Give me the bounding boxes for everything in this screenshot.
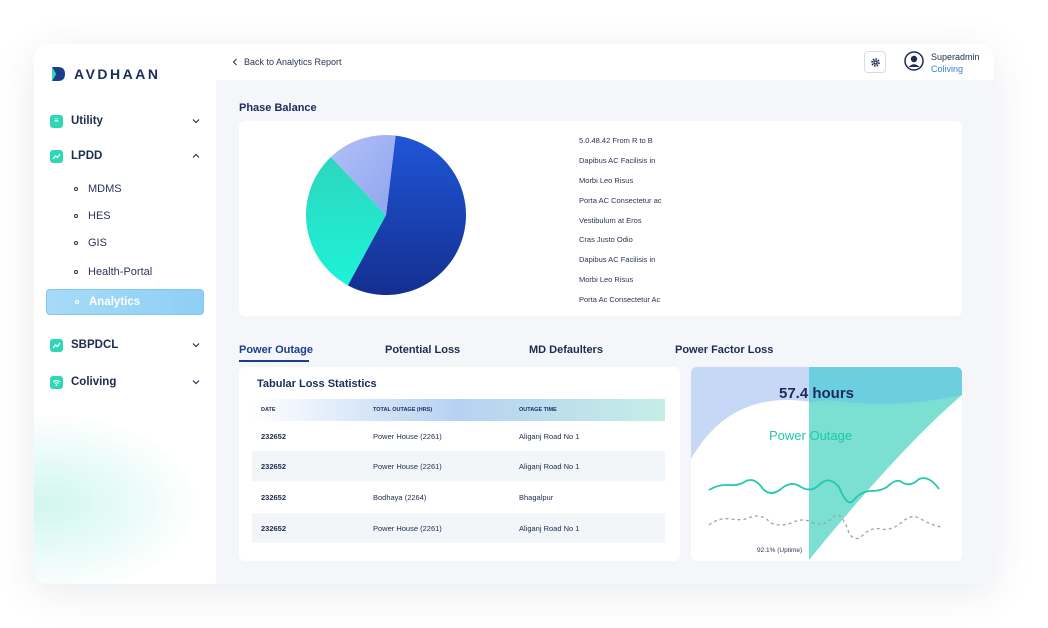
- legend-item: Vestibulum at Eros: [579, 216, 642, 225]
- tab-power-factor-loss[interactable]: Power Factor Loss: [675, 344, 774, 356]
- sidebar-item-label: LPDD: [71, 150, 103, 162]
- phase-balance-title: Phase Balance: [239, 102, 317, 114]
- sidebar-subitem-label: Health-Portal: [88, 266, 153, 278]
- legend-item: Dapibus AC Facilisis in: [579, 156, 656, 165]
- sidebar-item-label: SBPDCL: [71, 339, 119, 351]
- sidebar-item-sbpdcl[interactable]: SBPDCL: [50, 333, 202, 357]
- table-row[interactable]: 232652 Power House (2261) Aliganj Road N…: [252, 421, 665, 451]
- cell-outage-time: Aliganj Road No 1: [519, 431, 580, 441]
- sidebar-glow: [34, 404, 214, 584]
- chevron-down-icon[interactable]: [190, 339, 202, 351]
- cell-outage-time: Bhagalpur: [519, 492, 554, 502]
- sidebar-subitem-health-portal[interactable]: Health-Portal: [74, 266, 152, 278]
- outage-graphic: [691, 367, 962, 560]
- sidebar-subitem-label: Analytics: [89, 296, 141, 308]
- pie-slice-secondary: [306, 156, 386, 286]
- cell-total-outage: Power House (2261): [373, 461, 442, 471]
- sidebar-subitem-label: MDMS: [88, 183, 122, 195]
- back-link[interactable]: Back to Analytics Report: [232, 57, 342, 67]
- legend-item: Cras Justo Odio: [579, 235, 633, 244]
- table-row[interactable]: 232652 Power House (2261) Aliganj Road N…: [252, 451, 665, 481]
- sidebar-item-lpdd[interactable]: LPDD: [50, 144, 202, 168]
- brand-logo[interactable]: AVDHAAN: [50, 66, 160, 82]
- gear-icon: [870, 57, 880, 67]
- cell-outage-time: Aliganj Road No 1: [519, 461, 580, 471]
- cell-date: 232652: [261, 431, 287, 441]
- legend-item: Porta AC Consectetur ac: [579, 196, 662, 205]
- sidebar-subitem-label: GIS: [88, 237, 107, 249]
- pie-slice-major: [347, 135, 466, 295]
- cell-total-outage: Power House (2261): [373, 431, 442, 441]
- sidebar-item-coliving[interactable]: Coliving: [50, 370, 202, 394]
- legend-item: Porta Ac Consectetur Ac: [579, 295, 661, 304]
- sidebar-item-label: Utility: [71, 115, 103, 127]
- tab-active-indicator: [239, 360, 309, 362]
- settings-button[interactable]: [864, 51, 886, 73]
- chevron-down-icon[interactable]: [190, 115, 202, 127]
- legend-item: Dapibus AC Facilisis in: [579, 255, 656, 264]
- sidebar: AVDHAAN ≡ Utility LPDD MDMS HES GIS: [34, 44, 216, 584]
- phase-balance-card: 5.0.48.42 From R to B Dapibus AC Facilisi…: [239, 121, 962, 316]
- outage-baseline-line: [708, 514, 942, 540]
- back-link-label: Back to Analytics Report: [244, 57, 342, 67]
- outage-teal-wave: [809, 367, 962, 560]
- outage-trend-line: [708, 477, 940, 504]
- legend-item: 5.0.48.42 From R to B: [579, 136, 653, 145]
- bullet-icon: [74, 241, 78, 245]
- user-role: Coliving: [931, 64, 964, 74]
- sidebar-subitem-label: HES: [88, 210, 111, 222]
- chart-line-icon: [50, 149, 63, 163]
- table-header: DATE TOTAL OUTAGE (HRS) OUTAGE TIME: [252, 399, 665, 421]
- logo-icon: [52, 67, 65, 81]
- list-icon: ≡: [50, 114, 63, 128]
- table-row[interactable]: 232652 Power House (2261) Aliganj Road N…: [252, 513, 665, 543]
- outage-label: Power Outage: [769, 428, 853, 443]
- phase-pie-chart: [306, 135, 466, 295]
- tab-power-outage[interactable]: Power Outage: [239, 344, 313, 356]
- chevron-up-icon[interactable]: [190, 150, 202, 162]
- cell-outage-time: Aliganj Road No 1: [519, 523, 580, 533]
- bullet-icon: [74, 187, 78, 191]
- cell-date: 232652: [261, 523, 287, 533]
- topbar: Back to Analytics Report Superadmin Coli…: [216, 44, 994, 80]
- pie-slice-minor: [330, 135, 396, 215]
- sidebar-subitem-analytics[interactable]: Analytics: [46, 289, 204, 315]
- sidebar-item-label: Coliving: [71, 376, 117, 388]
- cell-date: 232652: [261, 461, 287, 471]
- column-header-total-outage: TOTAL OUTAGE (HRS): [373, 407, 433, 413]
- tab-potential-loss[interactable]: Potential Loss: [385, 344, 461, 356]
- sidebar-subitem-hes[interactable]: HES: [74, 210, 111, 222]
- outage-hours: 57.4 hours: [779, 385, 855, 402]
- cell-total-outage: Power House (2261): [373, 523, 442, 533]
- table-row[interactable]: 232652 Bodhaya (2264) Bhagalpur: [252, 482, 665, 512]
- uptime-label: 92.1% (Uptime): [757, 547, 803, 554]
- power-outage-card: 57.4 hours Power Outage 92.1% (Uptime): [691, 367, 962, 561]
- column-header-date: DATE: [261, 407, 276, 413]
- outage-overlap-band: [809, 367, 962, 404]
- bullet-icon: [74, 214, 78, 218]
- cell-total-outage: Bodhaya (2264): [373, 492, 427, 502]
- cell-date: 232652: [261, 492, 287, 502]
- chevron-left-icon: [232, 58, 237, 66]
- user-name: Superadmin: [931, 52, 980, 62]
- avatar[interactable]: [904, 51, 924, 71]
- wifi-icon: [50, 375, 63, 389]
- legend-item: Morbi Leo Risus: [579, 176, 634, 185]
- tab-md-defaulters[interactable]: MD Defaulters: [529, 344, 603, 356]
- bullet-icon: [75, 300, 79, 304]
- chevron-down-icon[interactable]: [190, 376, 202, 388]
- column-header-outage-time: OUTAGE TIME: [519, 407, 557, 413]
- bullet-icon: [74, 270, 78, 274]
- chart-line-icon: [50, 338, 63, 352]
- legend-item: Morbi Leo Risus: [579, 275, 634, 284]
- brand-name: AVDHAAN: [74, 66, 161, 82]
- sidebar-subitem-gis[interactable]: GIS: [74, 237, 107, 249]
- app-window: AVDHAAN ≡ Utility LPDD MDMS HES GIS: [34, 44, 994, 584]
- table-title: Tabular Loss Statistics: [257, 378, 377, 390]
- sidebar-subitem-mdms[interactable]: MDMS: [74, 183, 122, 195]
- sidebar-item-utility[interactable]: ≡ Utility: [50, 109, 202, 133]
- loss-table-card: Tabular Loss Statistics DATE TOTAL OUTAG…: [239, 367, 680, 561]
